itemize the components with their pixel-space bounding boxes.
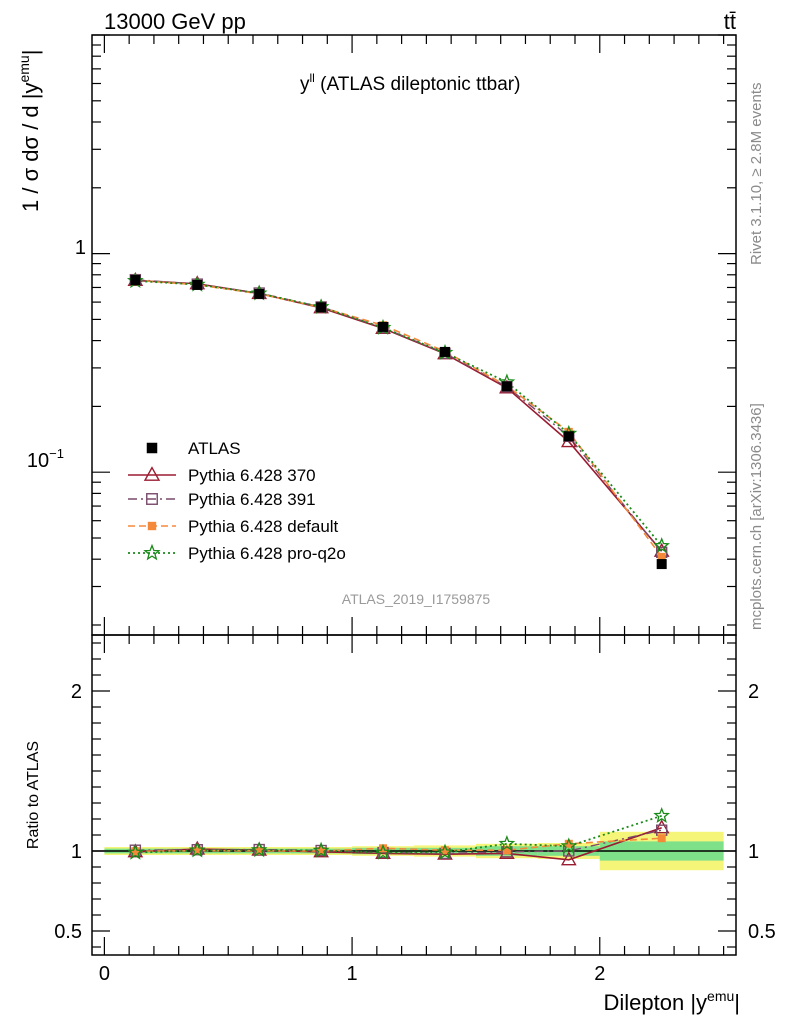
- main-y-tick-label-0.1: 10−1: [27, 446, 64, 472]
- ratio-point-pdefault: [440, 846, 449, 855]
- rivet-version-label: Rivet 3.1.10, ≥ 2.8M events: [748, 83, 765, 266]
- ratio-point-pq2o: [312, 841, 330, 858]
- legend-label-p370: Pythia 6.428 370: [188, 466, 316, 485]
- legend: [128, 442, 176, 561]
- ratio-point-pdefault: [131, 847, 140, 856]
- ratio-point-pdefault: [317, 847, 326, 855]
- header-right-title: tt̄: [724, 9, 736, 34]
- ratio-y-tick-label-1: 1: [71, 841, 82, 863]
- legend-label-p391: Pythia 6.428 391: [188, 490, 316, 509]
- legend-marker-p391: [146, 493, 158, 505]
- ratio-panel-frame: [91, 634, 737, 956]
- ratio-point-pdefault: [193, 846, 202, 855]
- main-point-atlas: [439, 346, 450, 357]
- main-point-pdefault: [657, 552, 666, 561]
- legend-marker-pdefault: [147, 521, 157, 531]
- ratio-point-pdefault: [379, 844, 388, 853]
- series-markers: [126, 271, 671, 866]
- ratio-point-pq2o: [126, 843, 144, 860]
- legend-marker-atlas: [146, 442, 158, 454]
- ratio-point-pq2o: [498, 834, 516, 851]
- ratio-point-p370: [653, 819, 670, 834]
- ratio-y-axis-label: Ratio to ATLAS: [25, 741, 42, 849]
- main-line-pdefault: [135, 279, 663, 558]
- ratio-y-tick-label-right-1: 1: [748, 841, 759, 863]
- ratio-y-tick-label-0.5: 0.5: [54, 921, 82, 943]
- header-left-title: 13000 GeV pp: [104, 9, 246, 34]
- main-point-atlas: [130, 275, 141, 286]
- ratio-point-pdefault: [255, 846, 264, 855]
- ratio-point-pdefault: [564, 839, 573, 848]
- legend-label-atlas: ATLAS: [188, 439, 241, 458]
- main-point-atlas: [316, 302, 327, 313]
- main-point-atlas: [192, 279, 203, 290]
- series-lines: [135, 278, 663, 861]
- ratio-y-tick-label-right-2: 2: [748, 681, 759, 703]
- ratio-line-p391: [135, 829, 662, 855]
- mcplots-reference-label: mcplots.cern.ch [arXiv:1306.3436]: [748, 403, 765, 630]
- legend-marker-pq2o: [143, 543, 161, 561]
- ratio-point-pq2o: [653, 807, 671, 823]
- x-tick-label-2: 2: [594, 963, 605, 985]
- ratio-point-pq2o: [560, 837, 578, 854]
- ratio-point-p370: [560, 851, 577, 866]
- legend-marker-p370: [143, 466, 161, 481]
- ratio-point-pq2o: [374, 843, 392, 860]
- main-point-atlas: [378, 321, 389, 332]
- x-tick-label-0: 0: [99, 963, 110, 985]
- ratio-point-pq2o: [436, 843, 454, 860]
- ratio-point-pq2o: [250, 841, 268, 858]
- ratio-y-tick-label-2: 2: [71, 681, 82, 703]
- legend-label-pq2o: Pythia 6.428 pro-q2o: [188, 544, 346, 563]
- ratio-uncertainty-band: [92, 831, 736, 871]
- analysis-watermark: ATLAS_2019_I1759875: [342, 591, 491, 607]
- x-tick-label-1: 1: [347, 963, 358, 985]
- ratio-point-pq2o: [188, 841, 206, 858]
- main-point-atlas: [563, 431, 574, 442]
- axis-ticks: [92, 34, 736, 955]
- main-point-pq2o: [653, 537, 670, 554]
- ratio-point-pdefault: [657, 834, 666, 843]
- main-y-tick-label-1: 1: [75, 237, 86, 259]
- main-point-atlas: [656, 559, 667, 570]
- main-line-p370: [135, 279, 663, 552]
- main-plot-title: yll (ATLAS dileptonic ttbar): [300, 71, 520, 95]
- ratio-point-pdefault: [502, 846, 511, 855]
- main-point-atlas: [254, 288, 265, 299]
- main-y-axis-label: 1 / σ dσ / d |yemu|: [16, 50, 43, 212]
- x-axis-label: Dilepton |yemu|: [604, 988, 741, 1015]
- main-line-p391: [135, 278, 663, 553]
- legend-label-pdefault: Pythia 6.428 default: [188, 517, 339, 536]
- main-point-atlas: [501, 381, 512, 392]
- ratio-y-tick-label-right-0.5: 0.5: [748, 921, 776, 943]
